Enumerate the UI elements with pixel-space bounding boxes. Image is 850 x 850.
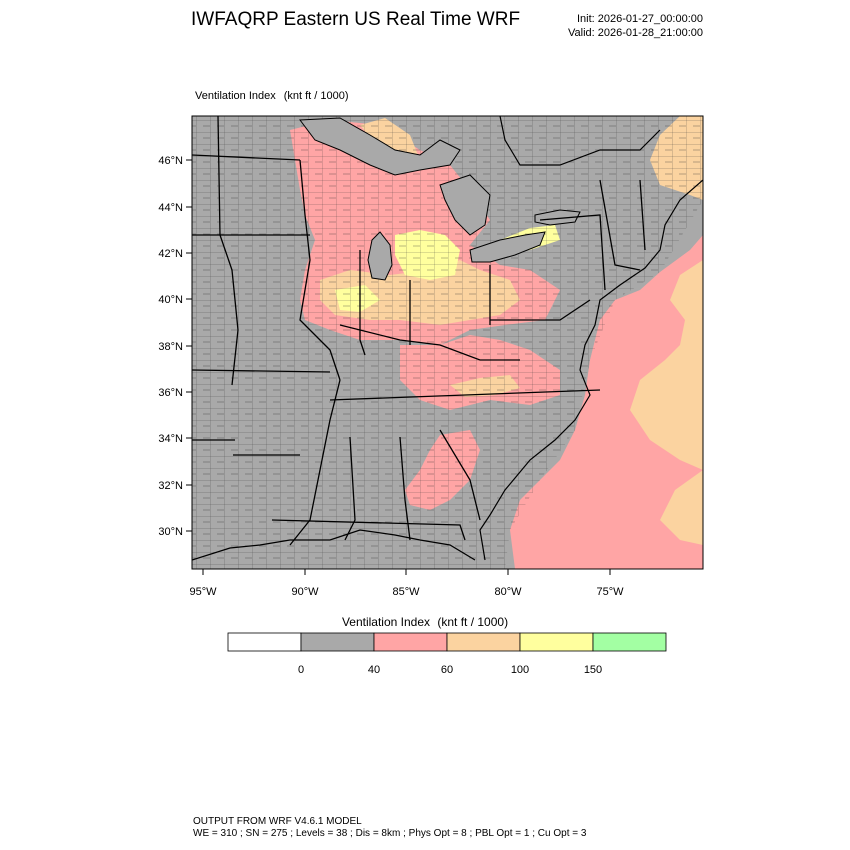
lat-label: 40°N	[158, 294, 183, 306]
lat-label: 46°N	[158, 155, 183, 167]
coastlines	[192, 116, 703, 561]
lake-huron	[439, 174, 491, 236]
lat-label: 36°N	[158, 387, 183, 399]
legend-swatch	[373, 632, 448, 652]
init-time: Init: 2026-01-27_00:00:00	[577, 13, 703, 25]
longitude-axis: 95°W 90°W 85°W 80°W 75°W	[189, 569, 624, 598]
state-boundaries	[192, 116, 646, 546]
legend-swatch	[519, 632, 594, 652]
ocean-tan-region-south	[660, 470, 703, 545]
lon-label: 85°W	[392, 586, 420, 598]
lake-superior	[299, 117, 461, 176]
legend-title: Ventilation Index (knt ft / 1000)	[0, 615, 850, 629]
map-field-name: Ventilation Index	[195, 90, 276, 102]
lon-label: 95°W	[189, 586, 217, 598]
latitude-axis: 46°N 44°N 42°N 40°N 38°N 36°N 34°N 32°N 30°N	[158, 155, 192, 538]
footer-model-line: OUTPUT FROM WRF V4.6.1 MODEL	[193, 816, 362, 827]
valid-time: Valid: 2026-01-28_21:00:00	[568, 27, 703, 39]
ocean-tan-region	[630, 260, 703, 470]
legend-tick-label: 150	[584, 664, 602, 676]
legend-colorbar: 0 40 60 100 150	[227, 632, 667, 676]
lat-label: 44°N	[158, 202, 183, 214]
lat-label: 42°N	[158, 248, 183, 260]
legend-tick-label: 60	[441, 664, 453, 676]
map-plot-area	[192, 116, 703, 569]
lat-label: 38°N	[158, 341, 183, 353]
lat-label: 34°N	[158, 433, 183, 445]
legend-swatch	[227, 632, 302, 652]
lake-michigan	[367, 231, 393, 281]
lat-label: 30°N	[158, 526, 183, 538]
lat-label: 32°N	[158, 480, 183, 492]
legend-tick-label: 0	[298, 664, 304, 676]
legend-title-name: Ventilation Index	[341, 615, 431, 629]
county-lines	[192, 116, 703, 569]
legend-tick-label: 100	[511, 664, 529, 676]
lake-erie	[469, 231, 546, 263]
legend-tick-label: 40	[368, 664, 380, 676]
map-field-label: Ventilation Index (knt ft / 1000)	[195, 90, 357, 102]
legend-title-units: (knt ft / 1000)	[437, 615, 509, 629]
legend-swatch	[446, 632, 521, 652]
legend-swatch	[592, 632, 667, 652]
lon-label: 80°W	[494, 586, 522, 598]
legend-swatch	[300, 632, 375, 652]
lake-ontario	[534, 209, 581, 226]
chart-title: IWFAQRP Eastern US Real Time WRF	[191, 9, 521, 30]
map-frame	[191, 115, 704, 570]
footer-config-line: WE = 310 ; SN = 275 ; Levels = 38 ; Dis …	[193, 828, 587, 839]
lon-label: 75°W	[596, 586, 624, 598]
ocean-pink-region	[510, 235, 703, 569]
lon-label: 90°W	[291, 586, 319, 598]
map-field-units: (knt ft / 1000)	[283, 90, 349, 102]
